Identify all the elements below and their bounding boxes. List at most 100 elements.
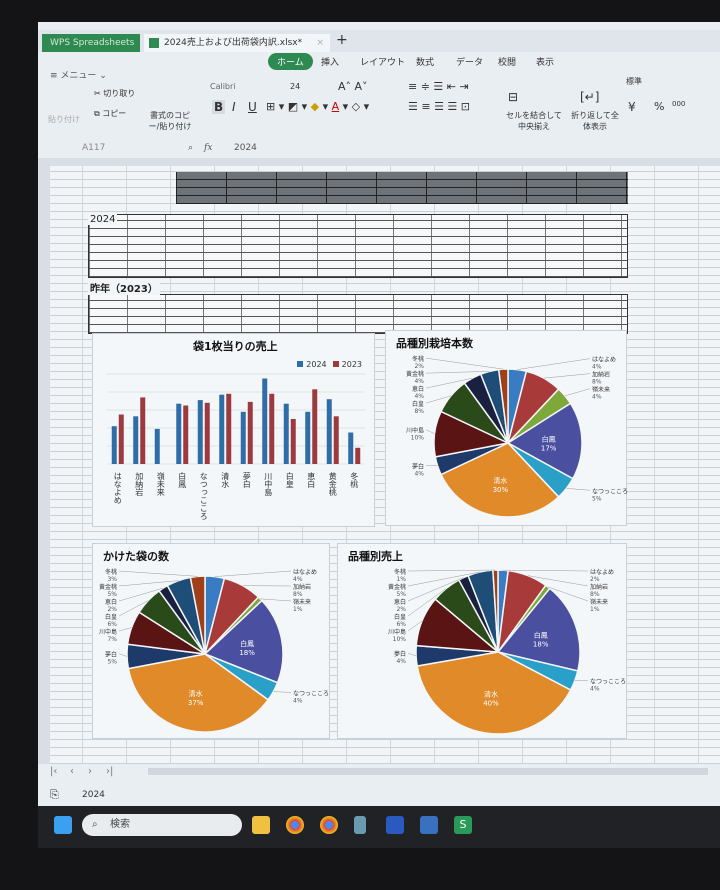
file-explorer-icon[interactable] (252, 816, 270, 834)
main-menu-button[interactable]: ≡ メニュー ⌄ (50, 71, 107, 81)
pie-label: 清水 (493, 476, 507, 485)
tab-review[interactable]: 校閲 (498, 58, 517, 68)
merge-icon[interactable]: ⊟ (508, 90, 519, 104)
underline-button[interactable]: U (248, 100, 257, 114)
tab-insert[interactable]: 挿入 (321, 58, 340, 68)
pie-slice-清水[interactable] (416, 651, 572, 735)
tab-data[interactable]: データ (456, 58, 484, 68)
font-size-increase-icon[interactable]: A˄ A˅ (338, 80, 368, 93)
font-size-select[interactable]: 24 (290, 82, 301, 91)
tab-formulas[interactable]: 数式 (416, 58, 435, 68)
bar-2023-なつっこころ[interactable] (204, 402, 210, 464)
calculator-icon[interactable] (354, 816, 366, 834)
bar-2024-はなよめ[interactable] (111, 426, 117, 464)
bar-2023-白鳳[interactable] (183, 405, 189, 465)
pie-percent: 3% (107, 576, 117, 583)
pie-percent: 6% (107, 621, 117, 628)
tab-view[interactable]: 表示 (536, 58, 555, 68)
pie-label: 夢白 (105, 651, 117, 659)
pie-percent: 2% (107, 606, 117, 613)
pie-chart-trees[interactable]: 品種別栽培本数 白鳳 17% 清水 30% 冬桃 2% 黄金桃 4% 恵白 4% 白皇 8% 川中島 10… (385, 330, 628, 526)
bar-2024-黄金桃[interactable] (326, 399, 332, 464)
bar-2024-川中島[interactable] (262, 378, 268, 465)
bar-2024-加納岩[interactable] (133, 416, 139, 464)
next-sheet-icon[interactable]: › (88, 766, 92, 777)
bar-2023-加納岩[interactable] (140, 397, 146, 464)
pie-leader-line (517, 358, 591, 370)
data-table[interactable]: 2024 昨年（2023） (88, 172, 628, 342)
windows-start-icon[interactable] (54, 816, 72, 834)
chrome-icon[interactable] (286, 816, 304, 834)
first-sheet-icon[interactable]: |‹ (50, 766, 58, 777)
bar-2024-恵白[interactable] (305, 411, 311, 464)
bar-2023-冬桃[interactable] (355, 447, 361, 464)
pie-leader-line (407, 571, 481, 587)
scanner-app-icon[interactable] (386, 816, 404, 834)
align-left-icons[interactable]: ☰ ≡ ☰ ☰ ⊡ (408, 100, 471, 113)
pie-slice-清水[interactable] (127, 653, 270, 733)
pie-leader-line (425, 371, 490, 374)
name-box[interactable]: A117 (82, 143, 106, 153)
thousands-button[interactable]: 000 (672, 100, 686, 108)
bar-2024-夢白[interactable] (240, 411, 246, 464)
bar-2023-白皇[interactable] (290, 419, 296, 464)
wrap-text-button[interactable]: 折り返して全体表示 (571, 111, 619, 131)
new-tab-button[interactable]: + (336, 32, 348, 48)
wrap-icon[interactable]: [↵] (580, 90, 600, 104)
pie-leader-line (425, 357, 504, 370)
paste-button[interactable]: 貼り付け (48, 115, 80, 124)
app-icon[interactable] (420, 816, 438, 834)
bar-2023-恵白[interactable] (312, 389, 318, 464)
tab-layout[interactable]: レイアウト (360, 58, 406, 68)
format-painter-button[interactable]: 書式のコピー/貼り付け (148, 111, 192, 131)
pie-slice-白鳳[interactable] (203, 599, 284, 684)
bold-button[interactable]: B (212, 100, 226, 114)
percent-button[interactable]: % (654, 100, 665, 113)
last-sheet-icon[interactable]: ›| (106, 766, 114, 777)
pie-percent: 1% (293, 606, 303, 613)
number-format-select[interactable]: 標準 (626, 77, 642, 86)
bar-2024-冬桃[interactable] (348, 432, 354, 465)
border-icon[interactable]: ⊞ ▾ ◩ ▾ ◆ ▾ A ▾ ◇ ▾ (266, 100, 370, 113)
pie-slice-白鳳[interactable] (506, 402, 583, 480)
app-tab[interactable]: WPS Spreadsheets (42, 34, 140, 52)
pie-percent: 8% (293, 591, 303, 598)
bar-2023-川中島[interactable] (269, 393, 275, 464)
bar-2024-清水[interactable] (219, 394, 225, 464)
bar-chart[interactable]: 袋1枚当りの売上 2024 2023 はなよめ 加納岩 嶺未来 白鳳 なつっこころ 清水 夢白… (92, 333, 375, 527)
chrome-icon-2[interactable] (320, 816, 338, 834)
bar-2023-黄金桃[interactable] (333, 416, 339, 464)
bar-2024-嶺未来[interactable] (154, 428, 160, 464)
tab-home[interactable]: ホーム (268, 53, 313, 70)
horizontal-scrollbar[interactable] (148, 768, 708, 775)
sheet-tab-2024[interactable]: 2024 (82, 790, 105, 800)
fx-icon: fx (204, 143, 213, 153)
pie-label: 冬桃 (412, 355, 424, 363)
merge-center-button[interactable]: セルを結合して中央揃え (506, 111, 562, 131)
taskbar-search[interactable]: ⌕ 検索 (82, 814, 242, 836)
pie-chart-sales[interactable]: 品種別売上 白鳳 18% 清水 40% 冬桃 1% 黄金桃 5% 恵白 2% 白皇 6% 川中島 10% 夢… (337, 543, 627, 739)
bar-2024-なつっこころ[interactable] (197, 400, 203, 464)
bar-2024-白鳳[interactable] (176, 403, 182, 464)
copy-button[interactable]: ⧉ コピー (94, 109, 127, 118)
font-select[interactable]: Calibri (210, 82, 236, 91)
bar-2023-清水[interactable] (226, 393, 232, 464)
bar-2023-はなよめ[interactable] (118, 414, 124, 465)
search-icon[interactable]: ⌕ (188, 143, 194, 153)
pie-percent: 18% (239, 649, 255, 657)
pie-slice-白鳳[interactable] (496, 587, 581, 672)
cut-button[interactable]: ✂ 切り取り (94, 89, 136, 98)
italic-button[interactable]: I (232, 100, 236, 114)
close-icon[interactable]: × (316, 38, 324, 48)
pie-chart-bags[interactable]: かけた袋の数 白鳳 18% 清水 37% 冬桃 3% 黄金桃 5% 恵白 2% 白皇 6% 川中島 7% 夢… (92, 543, 330, 739)
bar-2024-白皇[interactable] (283, 403, 289, 464)
currency-button[interactable]: ¥ (628, 100, 636, 114)
wps-spreadsheets-icon[interactable]: S (454, 816, 472, 834)
prev-sheet-icon[interactable]: ‹ (70, 766, 74, 777)
file-tab[interactable]: 2024売上および出荷袋内訳.xlsx* × (144, 34, 330, 52)
formula-input[interactable]: 2024 (234, 143, 257, 153)
pie-slice-冬桃[interactable] (189, 575, 206, 655)
align-top-icons[interactable]: ≡ ≑ ☰ ⇤ ⇥ (408, 80, 469, 93)
sheet-list-icon[interactable]: ⎘ (50, 788, 59, 801)
bar-2023-夢白[interactable] (247, 401, 253, 464)
